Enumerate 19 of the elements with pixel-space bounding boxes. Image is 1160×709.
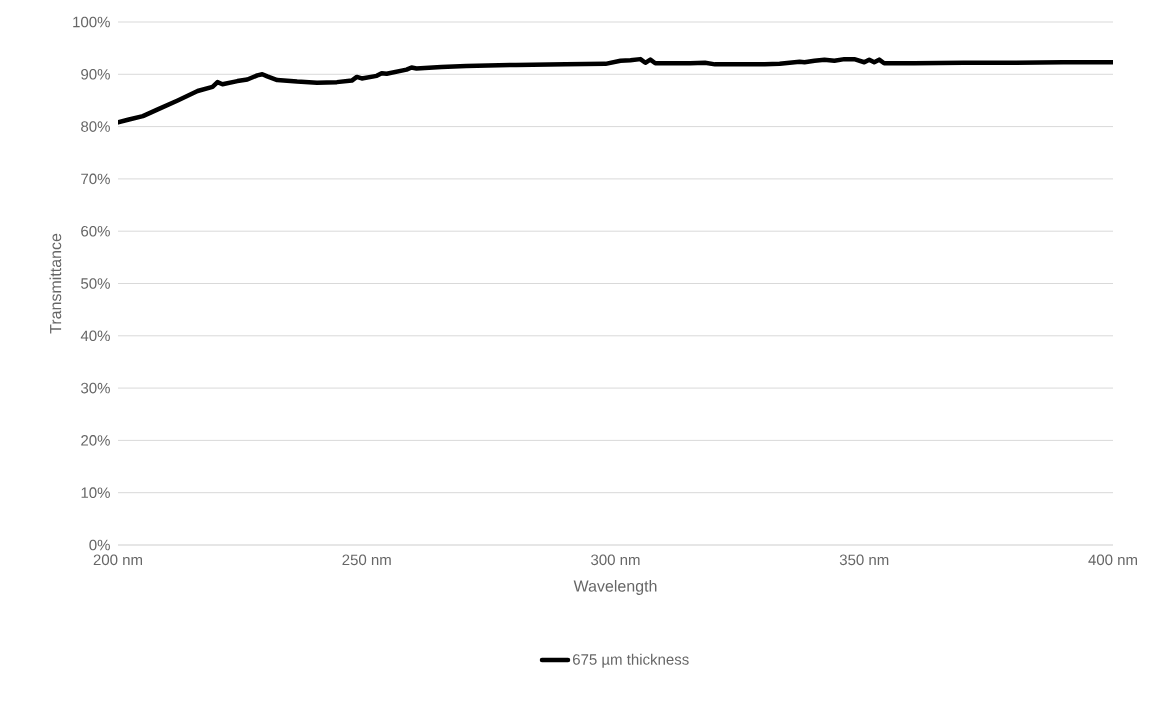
y-tick-label: 60% (81, 225, 110, 237)
x-tick-label: 200 nm (93, 554, 142, 566)
y-tick-label: 80% (81, 121, 110, 132)
x-tick-label: 250 nm (342, 554, 391, 566)
y-tick-label: 30% (81, 382, 110, 394)
y-tick-label: 10% (81, 487, 110, 498)
y-tick-label: 20% (81, 435, 110, 446)
x-tick-label: 400 nm (1088, 554, 1137, 566)
y-tick-label: 90% (81, 68, 110, 80)
x-tick-label: 300 nm (591, 554, 640, 566)
y-tick-label: 70% (81, 173, 110, 185)
y-tick-label: 0% (89, 539, 110, 551)
x-tick-label: 350 nm (839, 554, 889, 566)
legend-label: 675 µm thickness (573, 653, 689, 668)
x-axis-title: Wavelength (573, 580, 657, 595)
y-tick-label: 100% (73, 16, 110, 28)
y-tick-label: 40% (80, 330, 110, 342)
y-axis-title: Transmittance (49, 233, 62, 334)
y-tick-label: 50% (81, 278, 110, 289)
